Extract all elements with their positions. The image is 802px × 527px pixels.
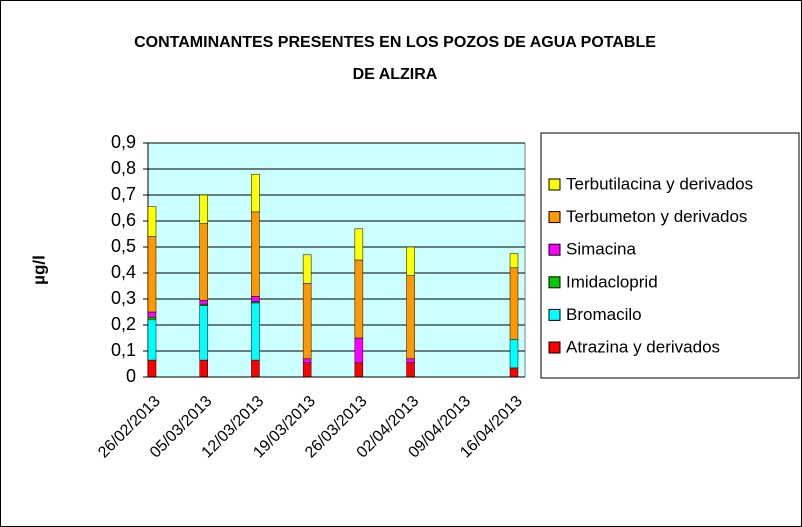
bar-segment (199, 223, 208, 301)
bar-segment (302, 283, 312, 360)
bar-segment (406, 246, 415, 276)
bar-segment (251, 211, 260, 297)
bar-segment (251, 302, 260, 361)
chart-title: DE ALZIRA (353, 66, 438, 83)
bar-segment (251, 296, 260, 302)
bar-segment (509, 253, 519, 269)
y-tick-label: 0,7 (111, 184, 136, 204)
y-tick-label: 0,4 (111, 262, 136, 282)
legend-swatch (548, 341, 561, 354)
legend-label: Atrazina y derivados (566, 337, 720, 356)
bar-segment (147, 316, 157, 321)
bar-segment (199, 300, 208, 305)
y-tick-label: 0,6 (111, 210, 136, 230)
legend-swatch (548, 211, 561, 224)
y-tick-label: 0,9 (111, 132, 136, 152)
y-tick-label: 0,1 (111, 340, 136, 360)
bar-segment (354, 259, 364, 339)
bar-segment (147, 236, 157, 313)
bar-segment (354, 337, 364, 363)
bar-segment (147, 319, 157, 361)
y-tick-label: 0,3 (111, 288, 136, 308)
legend-swatch (548, 178, 561, 191)
bar-segment (199, 359, 208, 378)
bar-segment (147, 359, 157, 378)
y-tick-label: 0,2 (111, 314, 136, 334)
bar-segment (354, 362, 364, 378)
legend-label: Terbutilacina y derivados (566, 174, 753, 193)
legend-label: Imidacloprid (566, 272, 658, 291)
bar-segment (251, 359, 260, 378)
bar-segment (199, 305, 208, 361)
bar-segment (406, 275, 415, 360)
legend (540, 132, 800, 379)
bar-segment (251, 173, 260, 213)
bar-segment (147, 311, 157, 318)
legend-label: Terbumeton y derivados (566, 207, 747, 226)
y-axis-label: µg/l (29, 255, 48, 285)
bar-segment (509, 339, 519, 369)
bar-segment (147, 206, 157, 237)
y-tick-label: 0,5 (111, 236, 136, 256)
legend-swatch (548, 276, 561, 289)
y-tick-label: 0 (126, 366, 136, 386)
legend-swatch (548, 308, 561, 321)
bar-segment (199, 194, 208, 224)
bar-segment (406, 362, 415, 378)
bar-segment (302, 254, 312, 284)
bar-segment (354, 228, 364, 261)
bar-segment (302, 358, 312, 363)
legend-swatch (548, 243, 561, 256)
bar-segment (509, 367, 519, 378)
bar-segment (509, 267, 519, 340)
bar-segment (302, 362, 312, 378)
bar-segment (406, 358, 415, 363)
y-tick-label: 0,8 (111, 158, 136, 178)
legend-label: Simacina (566, 240, 636, 259)
legend-label: Bromacilo (566, 305, 642, 324)
chart-title: CONTAMINANTES PRESENTES EN LOS POZOS DE … (134, 34, 656, 51)
